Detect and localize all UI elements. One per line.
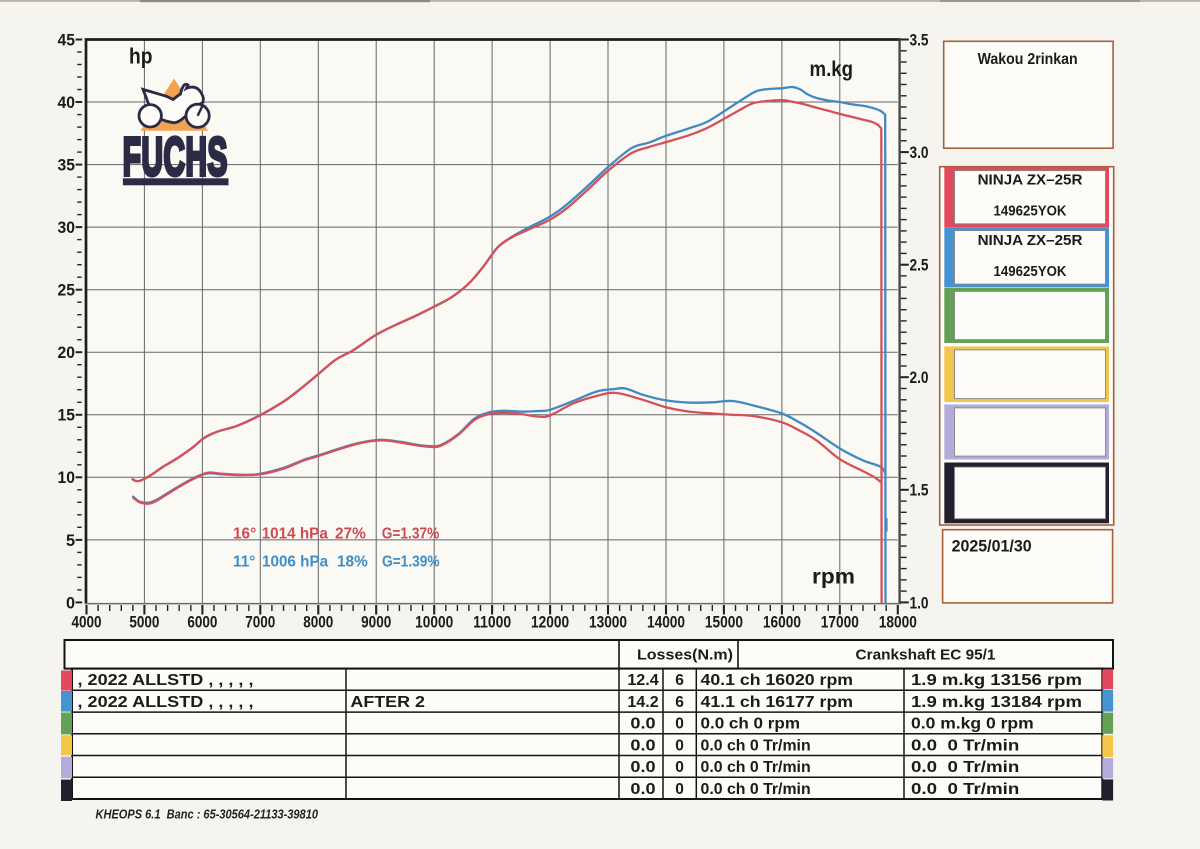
svg-text:3.0: 3.0 bbox=[910, 144, 929, 162]
svg-text:NINJA ZX–25R: NINJA ZX–25R bbox=[978, 232, 1083, 249]
svg-text:0: 0 bbox=[66, 594, 75, 612]
svg-text:0.0 ch 0 Tr/min: 0.0 ch 0 Tr/min bbox=[701, 759, 811, 776]
svg-text:30: 30 bbox=[58, 220, 76, 237]
svg-text:13000: 13000 bbox=[589, 613, 627, 631]
svg-text:149625YOK: 149625YOK bbox=[994, 202, 1068, 219]
svg-text:m.kg: m.kg bbox=[810, 58, 853, 81]
svg-text:, 2022 ALLSTD , , , , ,: , 2022 ALLSTD , , , , , bbox=[78, 671, 254, 688]
svg-text:15000: 15000 bbox=[705, 613, 743, 631]
svg-text:149625YOK: 149625YOK bbox=[994, 262, 1068, 279]
svg-text:2.5: 2.5 bbox=[910, 257, 929, 275]
svg-text:6000: 6000 bbox=[187, 613, 217, 632]
svg-text:27%: 27% bbox=[335, 526, 366, 543]
svg-text:12.4: 12.4 bbox=[627, 672, 659, 689]
svg-text:, 2022 ALLSTD , , , , ,: , 2022 ALLSTD , , , , , bbox=[78, 693, 254, 710]
svg-text:35: 35 bbox=[58, 157, 76, 174]
svg-text:0: 0 bbox=[675, 759, 684, 776]
svg-text:6: 6 bbox=[675, 672, 684, 689]
svg-text:Losses(N.m): Losses(N.m) bbox=[637, 647, 733, 663]
svg-text:10: 10 bbox=[58, 470, 76, 487]
svg-text:16000: 16000 bbox=[763, 613, 801, 631]
svg-text:12000: 12000 bbox=[531, 613, 569, 631]
svg-text:11000: 11000 bbox=[473, 614, 511, 632]
svg-text:0: 0 bbox=[675, 716, 684, 733]
svg-text:0.0 ch 0 Tr/min: 0.0 ch 0 Tr/min bbox=[701, 737, 811, 754]
svg-text:KHEOPS 6.1 Banc : 65-30564-21: KHEOPS 6.1 Banc : 65-30564-21133-39810 bbox=[96, 807, 319, 822]
svg-text:15: 15 bbox=[58, 407, 76, 424]
svg-text:0.0 ch 0 Tr/min: 0.0 ch 0 Tr/min bbox=[701, 781, 811, 798]
svg-text:1014 hPa: 1014 hPa bbox=[262, 525, 329, 542]
svg-text:NINJA ZX–25R: NINJA ZX–25R bbox=[978, 172, 1083, 189]
svg-text:0.0 0 Tr/min: 0.0 0 Tr/min bbox=[911, 758, 1019, 776]
svg-text:7000: 7000 bbox=[245, 613, 275, 632]
svg-text:0: 0 bbox=[675, 781, 684, 798]
svg-text:Wakou 2rinkan: Wakou 2rinkan bbox=[978, 51, 1078, 68]
svg-text:11°: 11° bbox=[233, 554, 255, 571]
svg-text:41.1 ch 16177 rpm: 41.1 ch 16177 rpm bbox=[701, 693, 854, 711]
svg-text:5: 5 bbox=[66, 532, 75, 550]
svg-text:0.0: 0.0 bbox=[630, 780, 655, 797]
svg-text:10000: 10000 bbox=[415, 613, 453, 631]
svg-text:1.5: 1.5 bbox=[910, 482, 929, 500]
svg-text:5000: 5000 bbox=[129, 613, 159, 632]
svg-text:3.5: 3.5 bbox=[910, 31, 929, 49]
svg-text:Crankshaft EC 95/1: Crankshaft EC 95/1 bbox=[856, 647, 996, 664]
svg-text:AFTER 2: AFTER 2 bbox=[350, 693, 425, 711]
svg-text:hp: hp bbox=[129, 44, 153, 68]
svg-text:17000: 17000 bbox=[821, 613, 859, 631]
svg-text:0: 0 bbox=[675, 737, 684, 754]
svg-text:1.0: 1.0 bbox=[910, 594, 929, 612]
svg-text:6: 6 bbox=[675, 694, 684, 711]
svg-text:18000: 18000 bbox=[879, 613, 917, 631]
svg-text:18%: 18% bbox=[337, 554, 368, 571]
svg-text:14.2: 14.2 bbox=[627, 694, 659, 711]
svg-text:2.0: 2.0 bbox=[910, 369, 929, 387]
svg-text:1.9 m.kg 13184 rpm: 1.9 m.kg 13184 rpm bbox=[911, 693, 1082, 710]
svg-text:rpm: rpm bbox=[812, 564, 855, 588]
svg-text:0.0 0 Tr/min: 0.0 0 Tr/min bbox=[911, 736, 1019, 754]
svg-text:4000: 4000 bbox=[71, 613, 101, 632]
svg-text:40.1 ch 16020 rpm: 40.1 ch 16020 rpm bbox=[701, 671, 854, 689]
svg-text:16°: 16° bbox=[233, 526, 256, 543]
svg-text:G=1.37%: G=1.37% bbox=[382, 526, 440, 543]
svg-text:0.0: 0.0 bbox=[630, 715, 655, 732]
svg-text:2025/01/30: 2025/01/30 bbox=[952, 537, 1032, 556]
svg-text:40: 40 bbox=[58, 95, 76, 112]
svg-text:0.0: 0.0 bbox=[630, 758, 655, 775]
svg-text:25: 25 bbox=[58, 282, 76, 299]
svg-text:1006 hPa: 1006 hPa bbox=[262, 553, 329, 570]
svg-text:45: 45 bbox=[58, 32, 76, 49]
svg-text:1.9 m.kg 13156 rpm: 1.9 m.kg 13156 rpm bbox=[911, 671, 1082, 688]
svg-text:0.0 ch 0 rpm: 0.0 ch 0 rpm bbox=[701, 715, 800, 732]
svg-text:0.0 0 Tr/min: 0.0 0 Tr/min bbox=[911, 779, 1019, 797]
svg-text:8000: 8000 bbox=[303, 613, 333, 632]
svg-text:G=1.39%: G=1.39% bbox=[382, 554, 440, 571]
svg-text:0.0 m.kg 0 rpm: 0.0 m.kg 0 rpm bbox=[911, 715, 1034, 733]
svg-text:9000: 9000 bbox=[361, 613, 391, 632]
svg-text:14000: 14000 bbox=[647, 613, 685, 631]
svg-text:0.0: 0.0 bbox=[630, 737, 655, 754]
svg-text:20: 20 bbox=[58, 345, 76, 362]
